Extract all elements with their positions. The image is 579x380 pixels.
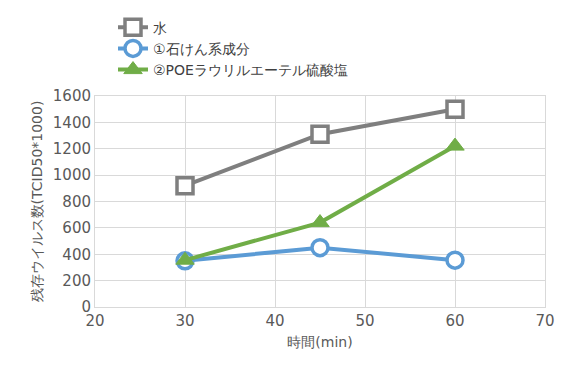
svg-text:400: 400 (62, 246, 91, 264)
svg-text:30: 30 (175, 312, 194, 330)
svg-text:1600: 1600 (53, 87, 91, 105)
svg-text:200: 200 (62, 272, 91, 290)
svg-text:①石けん系成分: ①石けん系成分 (153, 41, 250, 57)
svg-text:0: 0 (81, 298, 91, 316)
svg-text:800: 800 (62, 193, 91, 211)
svg-text:②POEラウリルエーテル硫酸塩: ②POEラウリルエーテル硫酸塩 (153, 62, 348, 78)
svg-text:1000: 1000 (53, 166, 91, 184)
svg-text:1200: 1200 (53, 140, 91, 158)
svg-text:40: 40 (265, 312, 284, 330)
svg-text:600: 600 (62, 219, 91, 237)
svg-text:水: 水 (153, 20, 167, 36)
svg-text:70: 70 (535, 312, 554, 330)
svg-text:残存ウイルス数(TCID50*1000): 残存ウイルス数(TCID50*1000) (29, 101, 45, 303)
svg-text:60: 60 (445, 312, 464, 330)
svg-text:1400: 1400 (53, 114, 91, 132)
svg-text:時間(min): 時間(min) (287, 334, 352, 350)
svg-text:50: 50 (355, 312, 374, 330)
svg-text:20: 20 (85, 312, 104, 330)
